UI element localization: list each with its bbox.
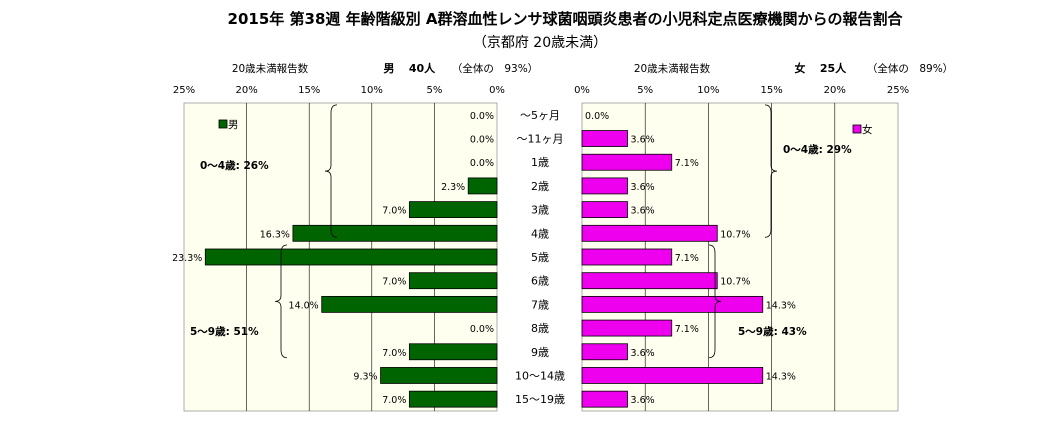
female-bracket-5-9 xyxy=(708,244,722,359)
female-legend-label: 女 xyxy=(862,123,873,136)
male-bracket-5-9 xyxy=(274,244,288,359)
female-bar xyxy=(581,272,718,290)
male-value-label: 14.0% xyxy=(289,300,319,311)
female-value-label: 7.1% xyxy=(675,253,699,264)
female-value-label: 3.6% xyxy=(631,395,655,406)
male-legend-label: 男 xyxy=(228,119,239,131)
male-x-tick-label: 10% xyxy=(361,85,383,96)
age-category-label: 8歳 xyxy=(531,322,549,335)
male-value-label: 0.0% xyxy=(470,111,494,122)
female-value-label: 0.0% xyxy=(585,111,609,122)
male-value-label: 7.0% xyxy=(382,206,406,217)
male-x-tick-label: 25% xyxy=(173,85,195,96)
female-bar xyxy=(581,248,673,266)
age-category-label: 6歳 xyxy=(531,275,549,288)
male-value-label: 23.3% xyxy=(172,253,202,264)
female-bar xyxy=(581,201,628,219)
female-x-tick-label: 10% xyxy=(697,85,719,96)
male-legend-swatch xyxy=(218,119,228,129)
female-bar xyxy=(581,153,673,171)
male-header-sex: 男 xyxy=(384,62,395,75)
male-bar xyxy=(408,390,498,408)
age-category-label: 3歳 xyxy=(531,204,549,217)
age-category-label: 10～14歳 xyxy=(515,369,565,382)
male-bar xyxy=(321,295,498,313)
female-x-tick-label: 0% xyxy=(574,85,590,96)
male-x-tick-label: 5% xyxy=(426,85,442,96)
female-header-label: 20歳未満報告数 xyxy=(634,62,711,75)
female-bar xyxy=(581,295,764,313)
female-value-label: 7.1% xyxy=(675,158,699,169)
male-value-label: 2.3% xyxy=(441,182,465,193)
male-bar xyxy=(408,343,498,361)
female-value-label: 14.3% xyxy=(766,300,796,311)
female-bar xyxy=(581,367,764,384)
male-value-label: 0.0% xyxy=(470,158,494,169)
age-category-label: 4歳 xyxy=(531,227,549,240)
female-bar xyxy=(581,224,718,242)
age-category-label: 5歳 xyxy=(531,251,549,264)
female-value-label: 10.7% xyxy=(720,277,750,288)
male-bar xyxy=(292,224,498,242)
male-bar xyxy=(380,367,498,384)
female-value-label: 14.3% xyxy=(766,371,796,382)
female-value-label: 3.6% xyxy=(631,135,655,146)
male-header-label: 20歳未満報告数 xyxy=(232,62,309,75)
age-category-label: ～5ヶ月 xyxy=(520,109,560,122)
male-value-label: 7.0% xyxy=(382,348,406,359)
male-value-label: 9.3% xyxy=(353,371,377,382)
male-value-label: 7.0% xyxy=(382,277,406,288)
age-category-label: 1歳 xyxy=(531,156,549,169)
age-category-label: 7歳 xyxy=(531,298,549,311)
age-category-label: ～11ヶ月 xyxy=(517,133,564,146)
male-group-label-5-9: 5～9歳: 51% xyxy=(190,325,259,338)
female-bar xyxy=(581,343,628,361)
age-category-label: 15～19歳 xyxy=(515,393,565,406)
female-value-label: 7.1% xyxy=(675,324,699,335)
male-value-label: 7.0% xyxy=(382,395,406,406)
female-value-label: 10.7% xyxy=(720,229,750,240)
female-x-tick-label: 5% xyxy=(637,85,653,96)
male-value-label: 16.3% xyxy=(260,229,290,240)
male-bar xyxy=(408,201,498,219)
female-header-share: （全体の 89%） xyxy=(867,62,953,75)
female-bar xyxy=(581,130,628,147)
female-header-sex: 女 xyxy=(795,61,806,75)
chart-title: 2015年 第38週 年齢階級別 A群溶血性レンサ球菌咽頭炎患者の小児科定点医療… xyxy=(228,10,904,28)
male-header-share: （全体の 93%） xyxy=(452,62,538,75)
male-bracket-0-4 xyxy=(324,104,338,238)
male-x-tick-label: 0% xyxy=(489,85,505,96)
age-category-label: 9歳 xyxy=(531,346,549,359)
male-value-label: 0.0% xyxy=(470,324,494,335)
female-x-tick-label: 15% xyxy=(760,85,782,96)
female-value-label: 3.6% xyxy=(631,348,655,359)
male-value-label: 0.0% xyxy=(470,135,494,146)
female-bar xyxy=(581,319,673,337)
male-x-tick-label: 20% xyxy=(235,85,257,96)
female-group-label-0-4: 0～4歳: 29% xyxy=(783,143,852,156)
female-bar xyxy=(581,390,628,408)
chart-subtitle: （京都府 20歳未満） xyxy=(473,35,607,51)
female-header-count: 25人 xyxy=(820,61,847,75)
male-group-label-0-4: 0～4歳: 26% xyxy=(200,159,269,172)
male-bar xyxy=(408,272,498,290)
male-bar xyxy=(204,248,498,266)
female-value-label: 3.6% xyxy=(631,182,655,193)
male-header-count: 40人 xyxy=(409,61,436,75)
female-value-label: 3.6% xyxy=(631,206,655,217)
female-group-label-5-9: 5～9歳: 43% xyxy=(738,325,807,338)
male-x-tick-label: 15% xyxy=(298,85,320,96)
female-bracket-0-4 xyxy=(764,104,778,238)
age-category-label: 2歳 xyxy=(531,180,549,193)
male-bar xyxy=(467,177,498,195)
female-legend-swatch xyxy=(852,124,862,134)
female-x-tick-label: 25% xyxy=(887,85,909,96)
female-bar xyxy=(581,177,628,195)
female-x-tick-label: 20% xyxy=(824,85,846,96)
